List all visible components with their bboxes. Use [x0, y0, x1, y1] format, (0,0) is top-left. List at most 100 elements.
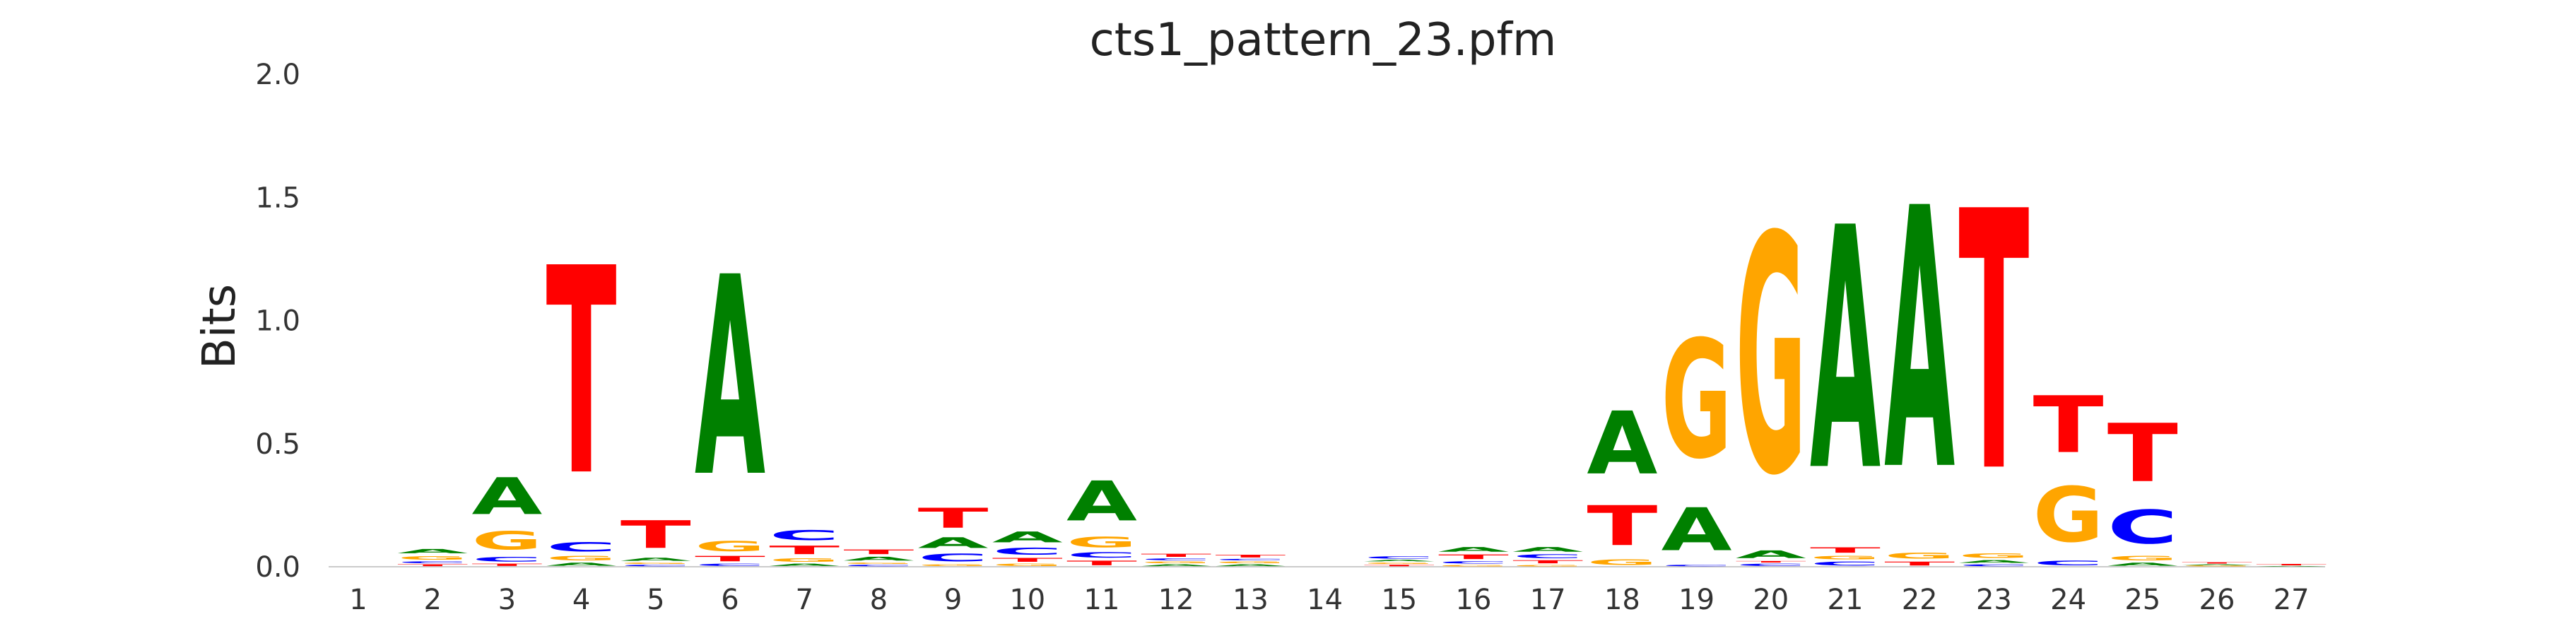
logo-column: AT	[2256, 564, 2327, 567]
x-tick-label: 2	[423, 584, 441, 616]
logo-letter-T: T	[695, 555, 765, 563]
logo-letter-A: A	[621, 557, 691, 562]
logo-letter-G: G	[546, 555, 617, 562]
logo-letter-A: A	[2182, 564, 2252, 565]
logo-letter-A: A	[695, 220, 766, 538]
x-tick-label: 20	[1753, 584, 1789, 616]
logo-letter-C: C	[397, 561, 468, 564]
logo-letter-C: C	[1512, 553, 1583, 560]
logo-letter-G: G	[992, 563, 1063, 567]
logo-letter-G: G	[621, 562, 691, 564]
logo-letter-G: G	[1810, 555, 1881, 561]
y-tick-label: 0.0	[255, 551, 300, 584]
logo-column: TGA	[1884, 134, 1955, 567]
logo-letter-G: G	[1958, 552, 2029, 559]
logo-letter-C: C	[1215, 558, 1286, 560]
logo-letter-G: G	[1587, 558, 1657, 567]
logo-letter-G: G	[1215, 561, 1286, 564]
logo-letter-C: C	[546, 540, 617, 555]
logo-column: CAG	[1662, 307, 1732, 567]
logo-letter-A: A	[1884, 134, 1955, 550]
logo-letter-A: A	[1810, 158, 1881, 545]
logo-letter-G: G	[1066, 534, 1137, 550]
logo-letter-C: C	[992, 546, 1063, 557]
logo-letter-A: A	[843, 555, 914, 562]
logo-letter-G: G	[1364, 562, 1435, 564]
logo-letter-A: A	[397, 548, 468, 555]
logo-letter-A: A	[992, 529, 1064, 546]
logo-letter-G: G	[843, 562, 914, 564]
logo-letter-T: T	[1364, 565, 1435, 567]
logo-letter-C: C	[1810, 560, 1881, 567]
logo-letter-T: T	[2107, 406, 2178, 500]
logo-letter-G: G	[397, 555, 468, 561]
logo-letter-G: G	[918, 564, 989, 567]
logo-letter-A: A	[1364, 560, 1435, 562]
logo-letter-T: T	[2033, 380, 2104, 471]
x-tick-label: 11	[1084, 584, 1120, 616]
logo-letter-T: T	[1512, 560, 1583, 565]
logo-letter-T: T	[2182, 562, 2252, 564]
x-tick-label: 9	[944, 584, 962, 616]
logo-letter-C: C	[2033, 560, 2104, 567]
logo-letter-T: T	[1141, 553, 1211, 558]
logo-letter-A: A	[2256, 566, 2327, 567]
logo-letter-A: A	[2107, 562, 2178, 567]
x-tick-label: 17	[1530, 584, 1566, 616]
logo-letter-T: T	[397, 564, 468, 567]
logo-letter-G: G	[2182, 565, 2252, 567]
logo-letter-A: A	[1736, 548, 1806, 560]
x-tick-label: 14	[1307, 584, 1343, 616]
logo-letter-T: T	[918, 502, 989, 534]
logo-letter-C: C	[769, 527, 840, 543]
x-tick-label: 18	[1604, 584, 1640, 616]
x-tick-label: 23	[1976, 584, 2012, 616]
logo-letter-G: G	[695, 538, 765, 555]
logo-letter-T: T	[546, 208, 618, 539]
x-tick-label: 19	[1678, 584, 1715, 616]
x-tick-label: 26	[2199, 584, 2235, 616]
logo-letter-C: C	[621, 565, 691, 567]
logo-column: CGT	[2033, 380, 2104, 567]
logo-letter-T: T	[1215, 554, 1286, 558]
logo-letter-T: T	[621, 513, 691, 557]
logo-letter-G: G	[2107, 555, 2178, 562]
letter-stacks: TCGATCGAAGCTCGATCTGAAGTCCGATGCATGTCATCGA…	[397, 134, 2327, 567]
x-tick-label: 15	[1381, 584, 1417, 616]
x-tick-label: 4	[572, 584, 590, 616]
logo-column: GTA	[1587, 393, 1657, 567]
logo-column: GAT	[2182, 562, 2252, 567]
x-tick-label: 5	[647, 584, 664, 616]
logo-letter-C: C	[471, 555, 542, 563]
logo-letter-A: A	[1141, 564, 1211, 567]
logo-letter-T: T	[1587, 494, 1657, 558]
x-tick-label: 1	[349, 584, 367, 616]
logo-letter-A: A	[1066, 470, 1137, 534]
logo-letter-C: C	[843, 565, 914, 567]
logo-letter-T: T	[1066, 560, 1137, 567]
logo-letter-A: A	[471, 467, 542, 526]
x-tick-label: 27	[2274, 584, 2310, 616]
x-tick-label: 21	[1828, 584, 1864, 616]
logo-letter-G: G	[1884, 551, 1955, 561]
y-axis-ticks: 0.0 0.5 1.0 1.5 2.0	[255, 59, 300, 584]
logo-letter-A: A	[1438, 546, 1509, 553]
logo-letter-G: G	[769, 557, 840, 563]
logo-letter-C: C	[695, 563, 765, 567]
chart-title: cts1_pattern_23.pfm	[1090, 14, 1557, 66]
y-tick-label: 1.5	[255, 182, 300, 214]
